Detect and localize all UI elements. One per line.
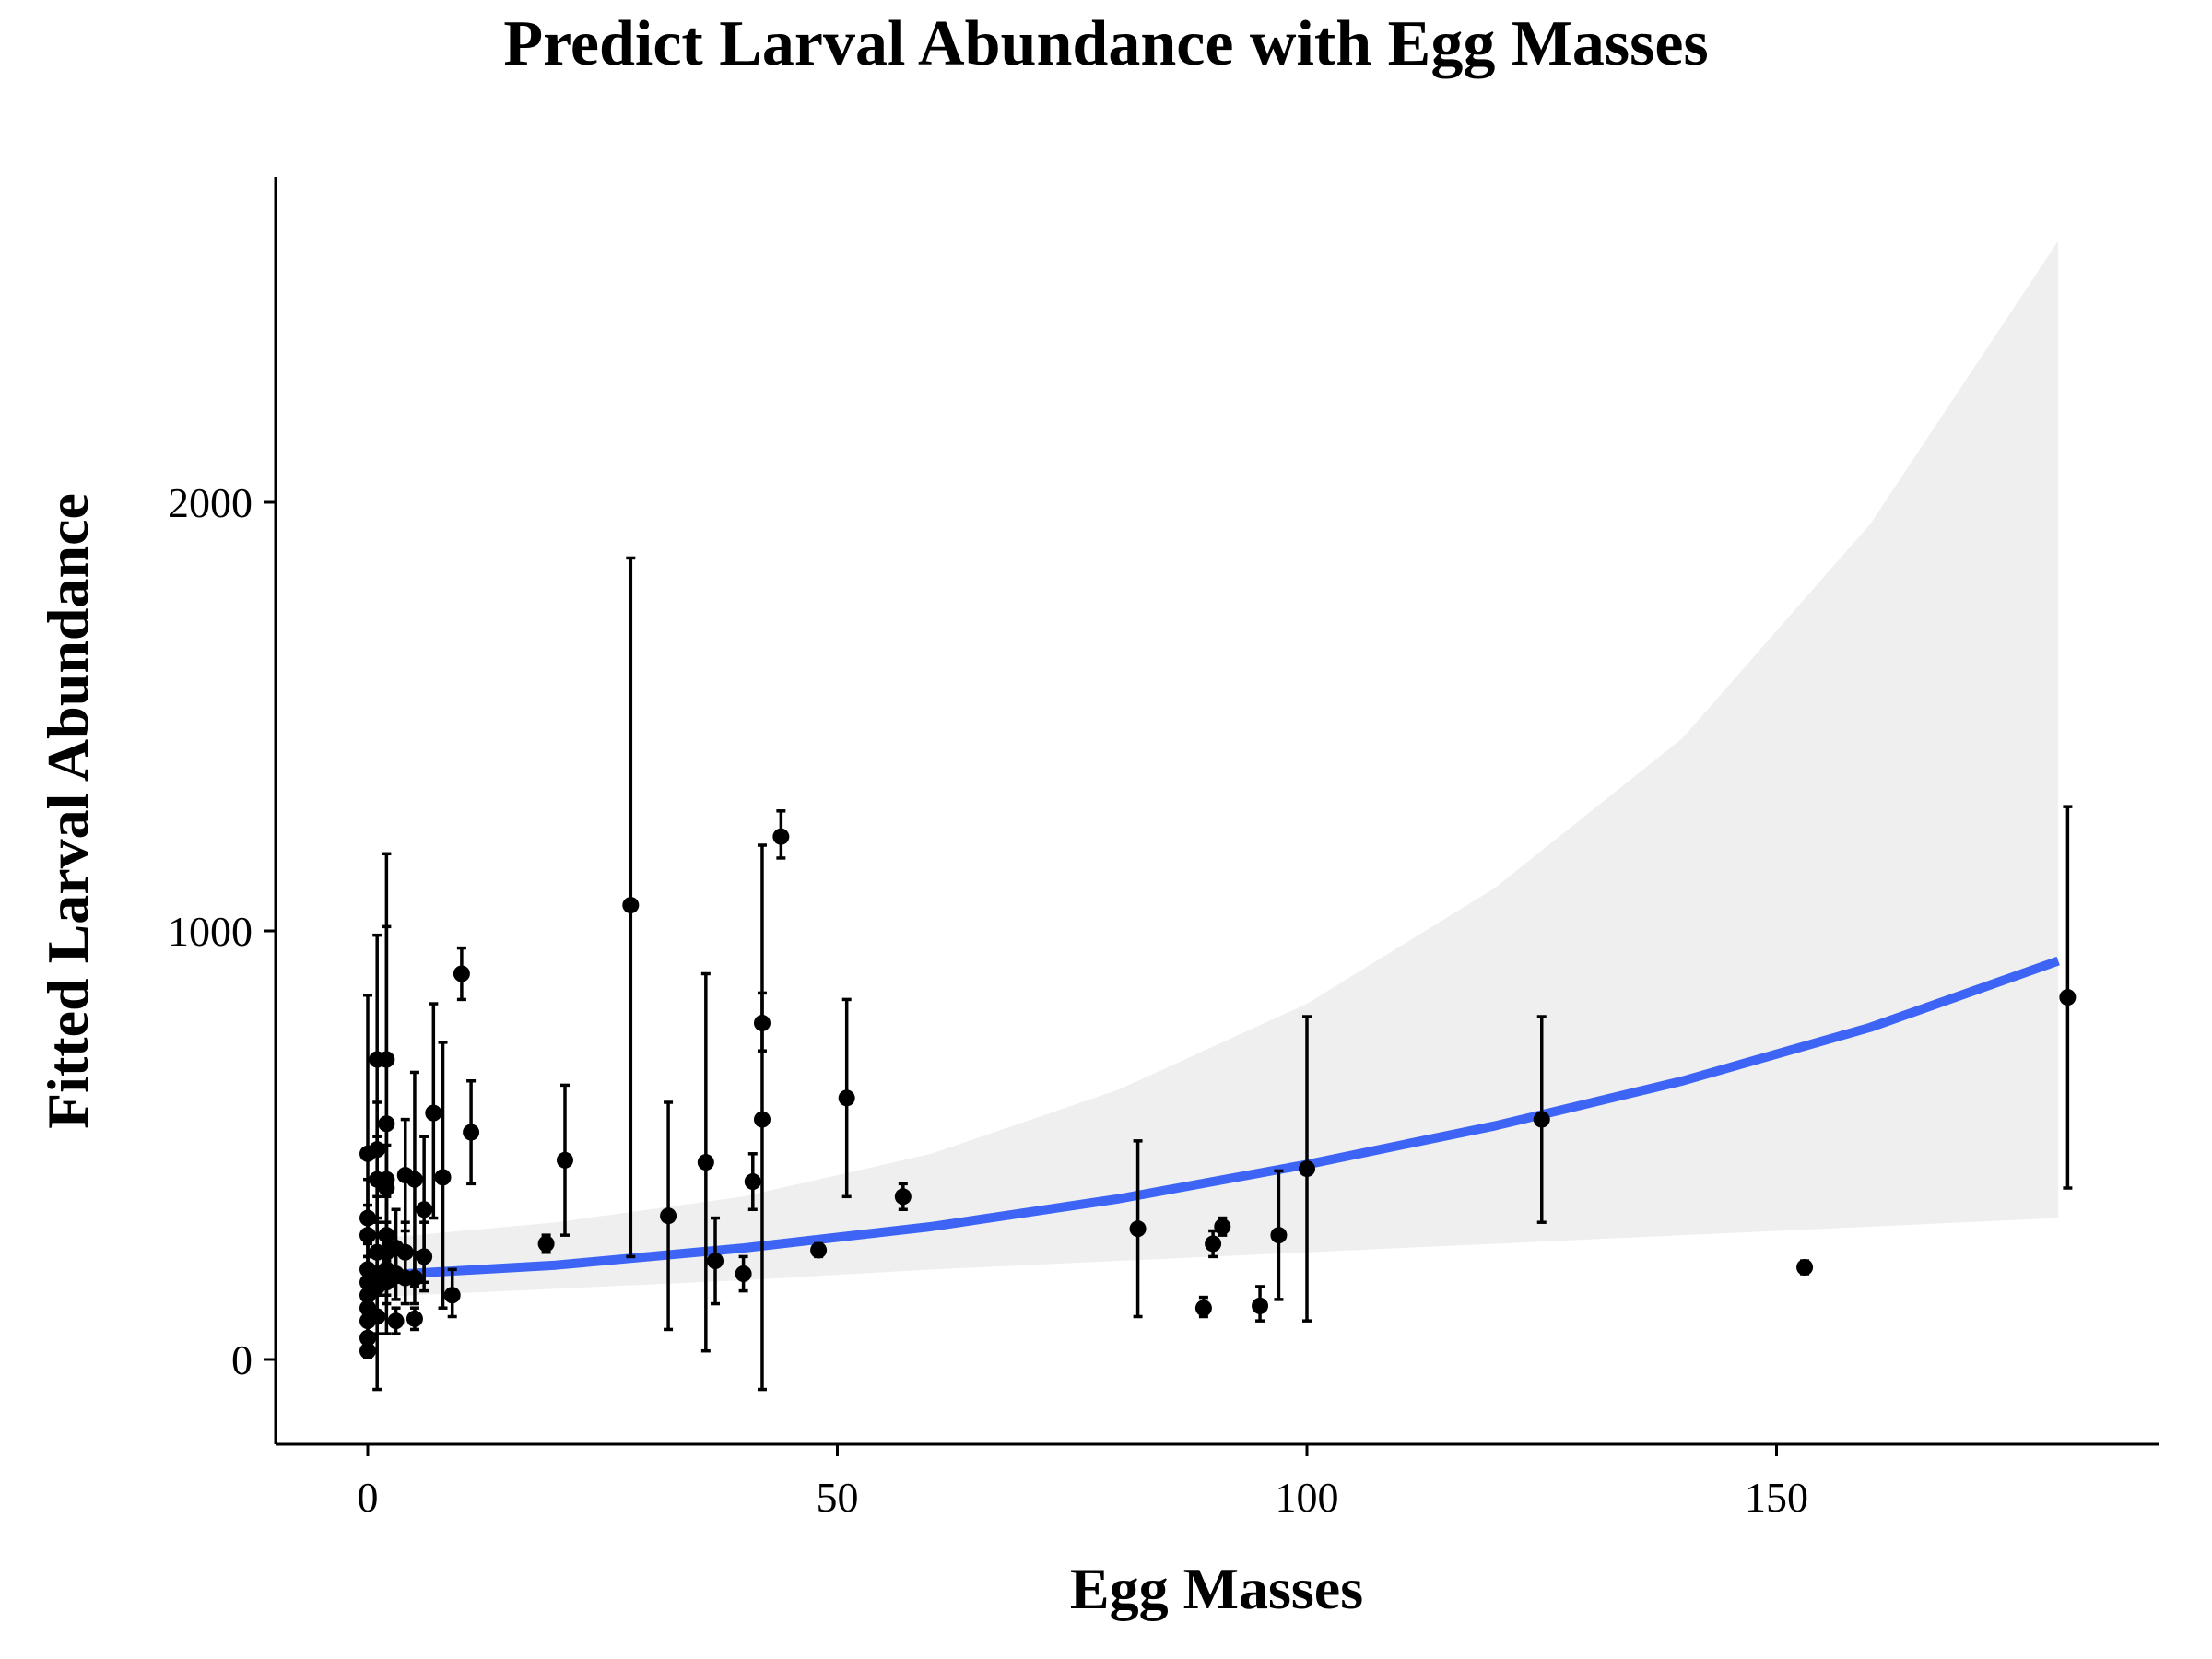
chart-title: Predict Larval Abundance with Egg Masses bbox=[503, 8, 1709, 79]
y-axis-title: Fitted Larval Abundance bbox=[35, 493, 100, 1129]
data-point bbox=[378, 1051, 395, 1068]
data-point bbox=[810, 1241, 828, 1259]
data-point bbox=[453, 965, 470, 982]
fit-line-layer bbox=[367, 956, 2060, 1281]
fit-line bbox=[367, 956, 2060, 1281]
data-point bbox=[772, 828, 790, 845]
data-point bbox=[753, 1111, 771, 1128]
data-point bbox=[894, 1188, 912, 1206]
data-point bbox=[369, 1308, 386, 1325]
data-point bbox=[387, 1312, 405, 1330]
data-point bbox=[1299, 1160, 1315, 1178]
data-point bbox=[838, 1089, 855, 1107]
data-point bbox=[406, 1171, 423, 1188]
data-point bbox=[396, 1243, 414, 1261]
data-point bbox=[744, 1173, 761, 1191]
data-point bbox=[697, 1154, 714, 1171]
data-point bbox=[359, 1342, 376, 1359]
data-point bbox=[463, 1124, 480, 1141]
y-tick-label: 2000 bbox=[168, 479, 253, 526]
data-point bbox=[406, 1269, 423, 1287]
data-points-layer bbox=[359, 828, 2077, 1359]
confidence-band bbox=[368, 241, 2059, 1298]
data-point bbox=[556, 1151, 573, 1169]
x-tick-label: 100 bbox=[1276, 1474, 1339, 1521]
data-point bbox=[378, 1180, 395, 1196]
y-tick-label: 1000 bbox=[168, 908, 253, 955]
y-tick-label: 0 bbox=[231, 1336, 253, 1383]
data-point bbox=[378, 1115, 395, 1133]
data-point bbox=[369, 1141, 386, 1159]
x-tick-label: 0 bbox=[358, 1474, 379, 1521]
data-point bbox=[622, 897, 640, 914]
data-point bbox=[434, 1169, 452, 1186]
data-point bbox=[1214, 1218, 1231, 1235]
data-point bbox=[416, 1201, 433, 1218]
data-point bbox=[359, 1227, 376, 1244]
data-point bbox=[735, 1265, 752, 1282]
data-point bbox=[443, 1287, 461, 1304]
data-point bbox=[2059, 989, 2077, 1006]
data-point bbox=[1129, 1220, 1147, 1238]
data-point bbox=[1252, 1297, 1269, 1314]
data-point bbox=[537, 1235, 555, 1253]
data-point bbox=[416, 1248, 433, 1265]
x-axis-title: Egg Masses bbox=[1070, 1556, 1363, 1621]
data-point bbox=[1533, 1111, 1550, 1128]
data-point bbox=[359, 1329, 376, 1347]
data-point bbox=[425, 1104, 442, 1122]
x-axis-ticks: 0 50 100 150 bbox=[358, 1444, 1808, 1521]
data-point bbox=[660, 1207, 677, 1225]
y-axis-ticks: 0 1000 2000 bbox=[168, 479, 276, 1383]
data-point bbox=[1270, 1227, 1288, 1244]
data-point bbox=[753, 1014, 771, 1031]
data-point bbox=[707, 1253, 724, 1270]
data-point bbox=[359, 1209, 376, 1227]
x-tick-label: 150 bbox=[1745, 1474, 1808, 1521]
data-point bbox=[378, 1227, 395, 1244]
data-point bbox=[1194, 1300, 1212, 1317]
confidence-band-layer bbox=[368, 241, 2059, 1298]
x-tick-label: 50 bbox=[817, 1474, 859, 1521]
data-point bbox=[406, 1310, 423, 1327]
data-point bbox=[1796, 1259, 1814, 1277]
data-point bbox=[1205, 1235, 1222, 1253]
